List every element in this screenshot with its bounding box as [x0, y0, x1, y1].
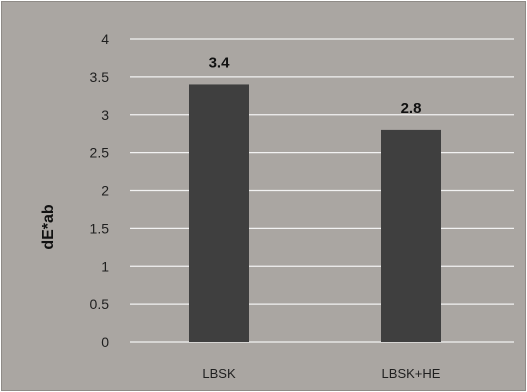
- bar-lbsk: [189, 84, 249, 342]
- x-tick-label: LBSK+HE: [382, 366, 441, 381]
- gridlines: [130, 38, 514, 343]
- y-tick-label: 4: [101, 31, 109, 47]
- x-tick-label: LBSK: [202, 366, 236, 381]
- y-tick-label: 2: [101, 183, 109, 199]
- y-tick-label: 1.5: [90, 220, 110, 236]
- y-axis-title: dE*ab: [40, 204, 57, 250]
- bars: [189, 84, 441, 342]
- y-tick-label: 2.5: [90, 145, 110, 161]
- value-labels: 3.4 2.8: [209, 54, 422, 116]
- y-tick-label: 0.5: [90, 296, 110, 312]
- y-axis-ticks: 0 0.5 1 1.5 2 2.5 3 3.5 4: [90, 31, 110, 350]
- bar-lbsk-he: [381, 129, 441, 342]
- y-tick-label: 0: [101, 334, 109, 350]
- y-tick-label: 1: [101, 258, 109, 274]
- x-axis-labels: LBSK LBSK+HE: [202, 366, 440, 381]
- data-label: 2.8: [401, 100, 422, 117]
- y-tick-label: 3.5: [90, 69, 110, 85]
- y-tick-label: 3: [101, 107, 109, 123]
- data-label: 3.4: [209, 54, 231, 71]
